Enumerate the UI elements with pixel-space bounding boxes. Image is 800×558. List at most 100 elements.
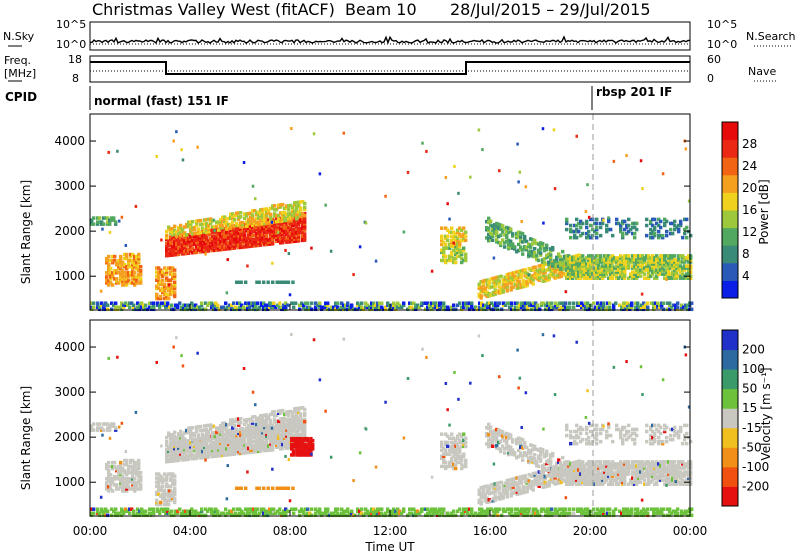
power-cell (227, 258, 230, 261)
velocity-cell (232, 507, 235, 511)
velocity-cell (662, 507, 665, 511)
velocity-cell (454, 514, 457, 518)
power-cell (109, 231, 112, 234)
velocity-cell (173, 474, 176, 478)
power-cell (240, 281, 243, 285)
power-cell (175, 130, 178, 133)
power-cell (585, 220, 588, 224)
velocity-cell (92, 507, 95, 511)
nsearch-label: N.Search (746, 30, 796, 43)
power-cell (267, 281, 270, 285)
power-cell (446, 239, 449, 243)
velocity-cell (458, 507, 461, 511)
power-cell (243, 161, 246, 164)
power-cell (480, 294, 483, 298)
freq-frame (90, 56, 690, 82)
power-cell (499, 234, 502, 238)
velocity-cell (115, 483, 118, 487)
power-cell (481, 148, 484, 151)
power-cell (166, 301, 169, 305)
power-cell (360, 301, 363, 305)
velocity-cell (132, 509, 135, 513)
colorbar-segment (722, 245, 738, 263)
velocity-cell (470, 507, 473, 511)
velocity-cell (646, 512, 649, 516)
power-cell (173, 281, 176, 285)
velocity-cell (452, 509, 455, 513)
velocity-cell (113, 461, 116, 465)
power-cell (110, 308, 113, 312)
power-cell (96, 301, 99, 305)
power-cell (132, 303, 135, 307)
velocity-cell (636, 507, 639, 511)
power-cell (114, 301, 117, 305)
power-cell (92, 301, 95, 305)
power-cell (534, 265, 537, 269)
power-cell (100, 290, 103, 293)
power-cell (505, 234, 508, 238)
power-cell (298, 308, 301, 312)
power-cell (252, 185, 255, 188)
power-ylabel: Slant Range [km] (19, 180, 33, 284)
power-cell (677, 228, 680, 232)
power-cell (564, 301, 567, 305)
power-cell (163, 283, 166, 287)
cpid-label: CPID (5, 90, 37, 104)
power-cell (498, 169, 501, 172)
power-cell (313, 132, 316, 135)
velocity-cell (137, 459, 140, 463)
power-cell (661, 234, 664, 238)
velocity-cell (668, 507, 671, 511)
velocity-cell (159, 501, 162, 505)
power-cell (470, 301, 473, 305)
power-cell (516, 143, 519, 146)
power-cell (299, 206, 302, 210)
power-cell (286, 303, 289, 307)
velocity-cell (662, 514, 665, 518)
power-cell (669, 228, 672, 232)
power-cell (336, 301, 339, 305)
power-cell (500, 308, 503, 312)
velocity-cell (350, 509, 353, 513)
velocity-cell (550, 507, 553, 511)
power-cell (113, 255, 116, 259)
power-cell (199, 231, 202, 235)
velocity-cell (107, 461, 110, 465)
velocity-cell (500, 514, 503, 518)
power-cell (668, 301, 671, 305)
power-cell (330, 250, 333, 253)
power-cell (520, 220, 523, 223)
plot-title: Christmas Valley West (fitACF) (92, 0, 335, 19)
power-cell (125, 253, 128, 257)
power-cell (561, 250, 564, 254)
power-cell (139, 265, 142, 269)
power-cell (384, 195, 387, 198)
power-cell (586, 183, 589, 186)
velocity-cell (298, 514, 301, 518)
power-cell (160, 239, 163, 242)
power-cell (291, 281, 294, 285)
velocity-cell (173, 431, 176, 435)
power-cell (454, 308, 457, 312)
power-cell (595, 236, 598, 240)
power-cell (495, 230, 498, 234)
power-cell (403, 230, 406, 233)
power-cell (511, 232, 514, 236)
power-cell (653, 218, 656, 222)
power-cell (464, 235, 467, 239)
power-cell (121, 216, 124, 219)
power-cell (407, 171, 410, 174)
power-cell (627, 254, 630, 257)
power-cell (568, 301, 571, 305)
power-cell (359, 245, 362, 248)
power-cell (199, 219, 202, 223)
power-cell (491, 238, 494, 242)
power-cell (135, 205, 138, 208)
power-cell (462, 226, 465, 230)
power-cell (519, 235, 522, 239)
power-cell (326, 301, 329, 305)
power-heatmap-data (90, 127, 693, 311)
y-tick-label: 1000 (54, 269, 85, 283)
power-cell (109, 267, 112, 271)
power-cell (676, 306, 679, 310)
